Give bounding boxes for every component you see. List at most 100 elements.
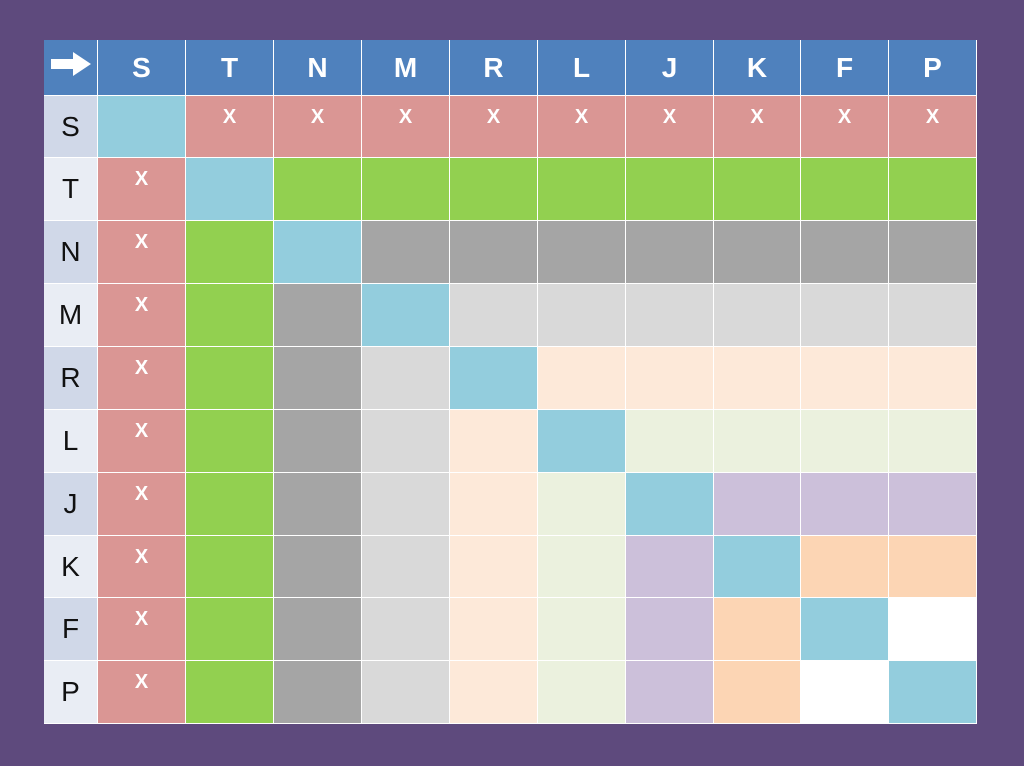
x-mark: X <box>134 671 149 693</box>
row-header-s: S <box>44 96 98 158</box>
matrix-cell-p-f <box>801 661 889 724</box>
matrix-cell-n-t <box>186 221 274 284</box>
column-header-n: N <box>274 40 362 96</box>
matrix-cell-j-l <box>538 473 626 536</box>
row-header-m: M <box>44 284 98 347</box>
matrix-cell-s-l: X <box>538 96 626 158</box>
diagonal-cell-f <box>801 598 889 661</box>
column-header-k: K <box>714 40 801 96</box>
matrix-cell-m-l <box>538 284 626 347</box>
matrix-cell-m-j <box>626 284 714 347</box>
matrix-cell-l-r <box>450 410 538 473</box>
x-mark: X <box>398 106 413 128</box>
matrix-cell-n-p <box>889 221 977 284</box>
x-mark: X <box>837 106 852 128</box>
matrix-cell-j-t <box>186 473 274 536</box>
matrix-cell-n-l <box>538 221 626 284</box>
matrix-cell-m-n <box>274 284 362 347</box>
matrix-cell-t-s: X <box>98 158 186 221</box>
column-header-p: P <box>889 40 977 96</box>
matrix-cell-r-p <box>889 347 977 410</box>
matrix-cell-p-l <box>538 661 626 724</box>
matrix-cell-t-n <box>274 158 362 221</box>
matrix-cell-f-s: X <box>98 598 186 661</box>
x-mark: X <box>310 106 325 128</box>
matrix-cell-s-k: X <box>714 96 801 158</box>
matrix-cell-f-p <box>889 598 977 661</box>
diagonal-cell-m <box>362 284 450 347</box>
matrix-cell-r-k <box>714 347 801 410</box>
matrix-cell-j-k <box>714 473 801 536</box>
matrix-cell-r-t <box>186 347 274 410</box>
matrix-cell-m-s: X <box>98 284 186 347</box>
row-header-f: F <box>44 598 98 661</box>
matrix-cell-l-f <box>801 410 889 473</box>
matrix-cell-f-r <box>450 598 538 661</box>
matrix-cell-k-p <box>889 536 977 598</box>
matrix-cell-j-m <box>362 473 450 536</box>
x-mark: X <box>750 106 764 128</box>
row-header-l: L <box>44 410 98 473</box>
diagonal-cell-p <box>889 661 977 724</box>
matrix-cell-m-r <box>450 284 538 347</box>
matrix-cell-t-k <box>714 158 801 221</box>
matrix-cell-j-s: X <box>98 473 186 536</box>
x-mark: X <box>134 608 149 630</box>
matrix-cell-k-s: X <box>98 536 186 598</box>
matrix-cell-s-t: X <box>186 96 274 158</box>
matrix-cell-f-n <box>274 598 362 661</box>
matrix-cell-t-f <box>801 158 889 221</box>
matrix-cell-r-m <box>362 347 450 410</box>
matrix-cell-p-m <box>362 661 450 724</box>
matrix-cell-m-f <box>801 284 889 347</box>
matrix-cell-r-f <box>801 347 889 410</box>
matrix-cell-p-j <box>626 661 714 724</box>
column-header-l: L <box>538 40 626 96</box>
matrix-cell-s-m: X <box>362 96 450 158</box>
matrix-cell-t-r <box>450 158 538 221</box>
matrix-cell-n-s: X <box>98 221 186 284</box>
diagonal-cell-n <box>274 221 362 284</box>
x-mark: X <box>574 106 589 128</box>
matrix-cell-s-j: X <box>626 96 714 158</box>
matrix-cell-n-f <box>801 221 889 284</box>
matrix-cell-p-r <box>450 661 538 724</box>
row-header-r: R <box>44 347 98 410</box>
matrix-cell-f-t <box>186 598 274 661</box>
matrix-cell-l-p <box>889 410 977 473</box>
row-header-t: T <box>44 158 98 221</box>
corner-cell <box>44 40 98 96</box>
matrix-cell-f-j <box>626 598 714 661</box>
matrix-cell-l-t <box>186 410 274 473</box>
matrix-cell-k-j <box>626 536 714 598</box>
diagonal-cell-k <box>714 536 801 598</box>
x-mark: X <box>925 106 940 128</box>
row-header-j: J <box>44 473 98 536</box>
x-mark: X <box>134 294 149 316</box>
matrix-cell-f-k <box>714 598 801 661</box>
x-mark: X <box>134 168 149 190</box>
diagonal-cell-l <box>538 410 626 473</box>
column-header-t: T <box>186 40 274 96</box>
matrix-cell-m-p <box>889 284 977 347</box>
column-header-j: J <box>626 40 714 96</box>
matrix-cell-r-l <box>538 347 626 410</box>
column-header-s: S <box>98 40 186 96</box>
diagonal-cell-s <box>98 96 186 158</box>
matrix-cell-l-s: X <box>98 410 186 473</box>
matrix-cell-j-f <box>801 473 889 536</box>
matrix-cell-k-f <box>801 536 889 598</box>
matrix-cell-t-j <box>626 158 714 221</box>
matrix-cell-j-p <box>889 473 977 536</box>
matrix-cell-f-l <box>538 598 626 661</box>
matrix-cell-l-j <box>626 410 714 473</box>
row-header-n: N <box>44 221 98 284</box>
matrix-cell-k-n <box>274 536 362 598</box>
matrix-cell-k-r <box>450 536 538 598</box>
matrix-cell-p-n <box>274 661 362 724</box>
matrix-cell-l-n <box>274 410 362 473</box>
matrix-cell-s-p: X <box>889 96 977 158</box>
matrix-cell-k-l <box>538 536 626 598</box>
diagonal-cell-r <box>450 347 538 410</box>
